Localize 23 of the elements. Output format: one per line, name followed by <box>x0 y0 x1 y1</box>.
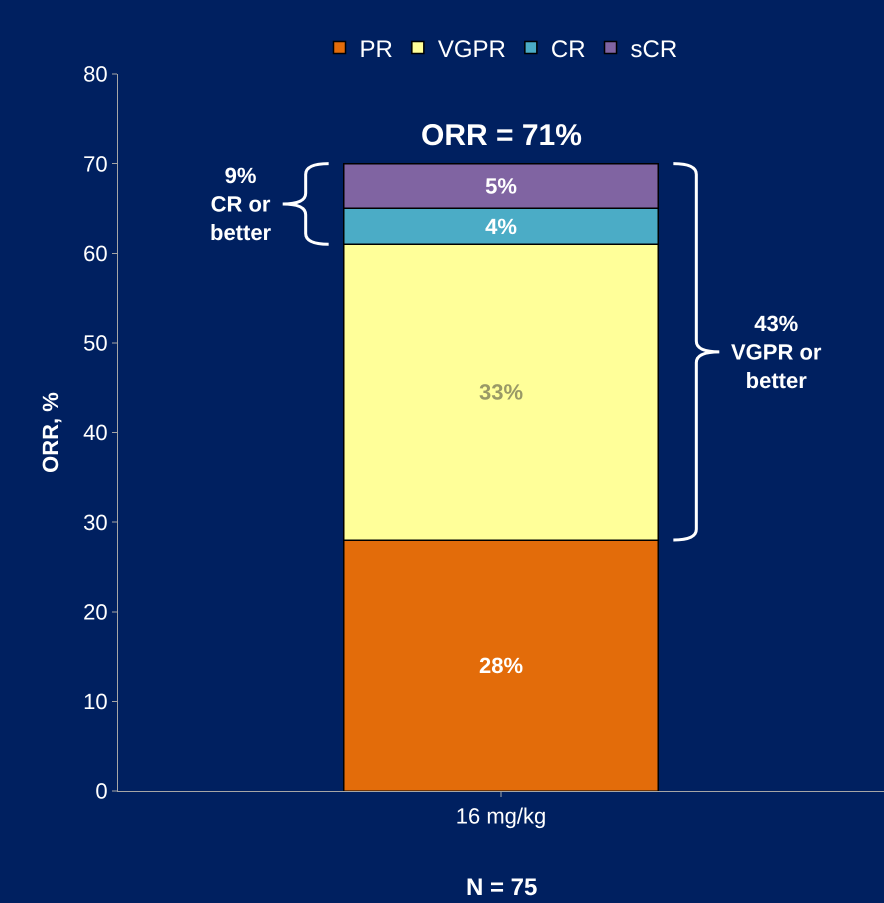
legend-label: CR <box>550 36 586 63</box>
y-tick-label: 60 <box>83 240 108 266</box>
annotation: 43% VGPR or better <box>731 311 822 394</box>
text: N = 75 <box>466 874 538 901</box>
legend-label: sCR <box>630 36 678 63</box>
annotation: ORR = 71% <box>421 119 582 152</box>
y-tick-label: 70 <box>83 151 108 176</box>
y-tick-label: 10 <box>83 689 108 714</box>
data-label: 28% <box>478 653 524 678</box>
y-tick-label: 20 <box>83 599 108 624</box>
y-tick-label: 80 <box>83 62 108 87</box>
y-tick-label: 50 <box>83 330 108 356</box>
data-label: 33% <box>478 380 524 405</box>
y-tick-label: 0 <box>95 778 108 804</box>
data-label: 4% <box>485 214 517 239</box>
y-axis-title: ORR, % <box>38 392 63 473</box>
y-tick-label: 30 <box>83 510 108 535</box>
legend-label: PR <box>360 36 393 63</box>
data-label: 5% <box>485 174 517 199</box>
x-tick-label: 16 mg/kg <box>456 803 546 828</box>
legend-label: VGPR <box>438 36 506 63</box>
y-tick-label: 40 <box>83 420 108 446</box>
annotation: 9% CR or better <box>210 163 272 246</box>
